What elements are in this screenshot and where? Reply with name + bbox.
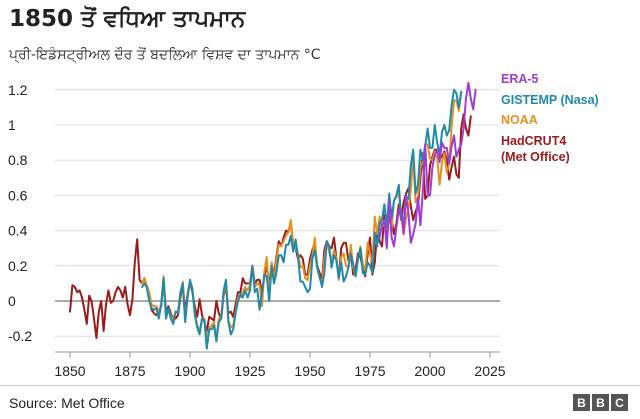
y-tick-label: 1.2 xyxy=(8,82,28,98)
series-line-gistemp-nasa xyxy=(141,88,463,350)
bbc-logo-letter: B xyxy=(592,394,609,411)
x-tick-label: 1925 xyxy=(234,363,265,379)
legend-label: ERA-5 xyxy=(501,72,539,86)
x-tick-label: 2000 xyxy=(414,363,445,379)
y-tick-label: 0 xyxy=(8,293,16,309)
x-tick-label: 1875 xyxy=(114,363,145,379)
source-label: Source: Met Office xyxy=(9,395,125,411)
x-tick-label: 1975 xyxy=(354,363,385,379)
y-tick-label: -0.2 xyxy=(8,328,32,344)
x-tick-label: 2025 xyxy=(474,363,505,379)
legend-label: (Met Office) xyxy=(501,150,570,164)
x-tick-label: 1900 xyxy=(174,363,205,379)
y-tick-label: 1 xyxy=(8,117,16,133)
footer-divider xyxy=(0,385,640,386)
bbc-logo-letter: B xyxy=(573,394,590,411)
series-line-era-5 xyxy=(378,81,477,250)
bbc-logo-letter: C xyxy=(611,394,628,411)
chart-subtitle: ਪ੍ਰੀ-ਇਡੰਸਟ੍ਰੀਅਲ ਦੌਰ ਤੋਂ ਬਦਲਿਆ ਵਿਸ਼ਵ ਦਾ ਤ… xyxy=(9,47,321,63)
legend-label: GISTEMP (Nasa) xyxy=(501,93,599,107)
y-tick-label: 0.2 xyxy=(8,258,28,274)
legend-label: NOAA xyxy=(501,113,538,127)
x-tick-label: 1950 xyxy=(294,363,325,379)
legend-label: HadCRUT4 xyxy=(501,134,566,148)
bbc-logo: B B C xyxy=(573,394,628,411)
y-tick-label: 0.4 xyxy=(8,223,28,239)
y-tick-label: 0.6 xyxy=(8,187,28,203)
series-line-hadcrut4-met-office xyxy=(69,113,472,339)
y-tick-label: 0.8 xyxy=(8,152,28,168)
x-tick-label: 1850 xyxy=(54,363,85,379)
chart-title: 1850 ਤੋਂ ਵਧਿਆ ਤਾਪਮਾਨ xyxy=(9,6,246,32)
